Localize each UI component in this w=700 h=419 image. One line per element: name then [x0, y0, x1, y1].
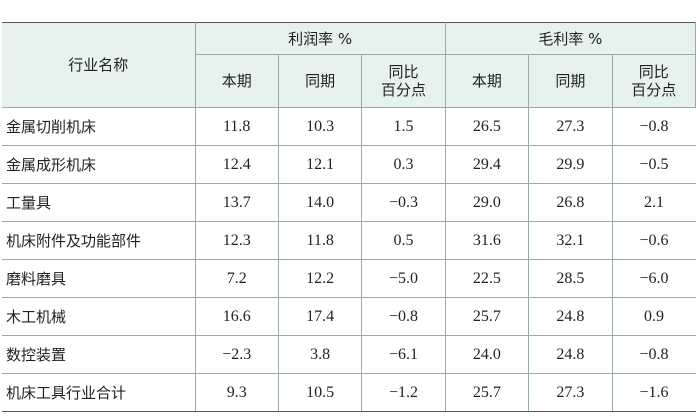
cell: 12.1 — [277, 145, 362, 184]
cell: 29.4 — [444, 145, 529, 184]
cell: 12.2 — [277, 259, 362, 298]
table-row: 木工机械 16.6 17.4 −0.8 25.7 24.8 0.9 — [2, 297, 696, 336]
cell: 27.3 — [528, 107, 613, 146]
subheader: 同期 — [528, 54, 613, 108]
subheader: 本期 — [195, 54, 279, 108]
cell: 31.6 — [444, 221, 529, 260]
table-row: 机床工具行业合计 9.3 10.5 −1.2 25.7 27.3 −1.6 — [2, 373, 696, 412]
row-label: 机床附件及功能部件 — [2, 221, 195, 260]
cell: −6.1 — [361, 335, 446, 374]
cell: 10.5 — [277, 373, 362, 412]
cell: 0.5 — [361, 221, 446, 260]
cell: −1.2 — [361, 373, 446, 412]
table-row: 金属成形机床 12.4 12.1 0.3 29.4 29.9 −0.5 — [2, 145, 696, 184]
row-label: 磨料磨具 — [2, 259, 195, 298]
cell: 3.8 — [277, 335, 362, 374]
cell: −6.0 — [611, 259, 696, 298]
cell: 32.1 — [528, 221, 613, 260]
header-name: 行业名称 — [2, 22, 196, 108]
header-group: 利润率 % — [194, 22, 446, 55]
table-row: 磨料磨具 7.2 12.2 −5.0 22.5 28.5 −6.0 — [2, 259, 696, 298]
cell: 25.7 — [444, 297, 529, 336]
cell: 27.3 — [528, 373, 613, 412]
cell: 29.0 — [444, 183, 529, 222]
cell: 10.3 — [277, 107, 362, 146]
table-row: 工量具 13.7 14.0 −0.3 29.0 26.8 2.1 — [2, 183, 696, 222]
cell: 11.8 — [194, 107, 279, 146]
table-container: 行业名称 利润率 % 毛利率 % 本期 同期 同比 百分点 本期 同期 同比 百分点 金属… — [2, 22, 697, 412]
cell: 7.2 — [194, 259, 279, 298]
cell: 12.3 — [194, 221, 279, 260]
table-row: 金属切削机床 11.8 10.3 1.5 26.5 27.3 −0.8 — [2, 107, 696, 146]
data-table: 行业名称 利润率 % 毛利率 % 本期 同期 同比 百分点 本期 同期 同比 百分点 金属… — [2, 22, 697, 412]
row-label: 金属切削机床 — [2, 107, 195, 146]
subheader: 同期 — [277, 54, 363, 108]
cell: −1.6 — [611, 373, 696, 412]
subheader: 本期 — [444, 54, 530, 108]
cell: −0.8 — [611, 107, 696, 146]
table-row: 机床附件及功能部件 12.3 11.8 0.5 31.6 32.1 −0.6 — [2, 221, 696, 260]
cell: 16.6 — [194, 297, 279, 336]
cell: −0.8 — [361, 297, 446, 336]
cell: 9.3 — [194, 373, 279, 412]
row-label: 机床工具行业合计 — [2, 373, 195, 412]
cell: 0.3 — [361, 145, 446, 184]
cell: 25.7 — [444, 373, 529, 412]
cell: 28.5 — [528, 259, 613, 298]
table-row: 数控装置 −2.3 3.8 −6.1 24.0 24.8 −0.8 — [2, 335, 696, 374]
cell: 17.4 — [277, 297, 362, 336]
cell: −0.3 — [361, 183, 446, 222]
cell: 14.0 — [277, 183, 362, 222]
row-label: 木工机械 — [2, 297, 195, 336]
cell: 22.5 — [444, 259, 529, 298]
row-label: 金属成形机床 — [2, 145, 195, 184]
cell: 11.8 — [277, 221, 362, 260]
cell: −0.5 — [611, 145, 696, 184]
subheader: 同比 百分点 — [361, 54, 446, 108]
cell: 2.1 — [611, 183, 696, 222]
cell: 1.5 — [361, 107, 446, 146]
cell: 26.5 — [444, 107, 529, 146]
cell: −0.6 — [611, 221, 696, 260]
cell: −5.0 — [361, 259, 446, 298]
cell: 29.9 — [528, 145, 613, 184]
cell: 13.7 — [194, 183, 279, 222]
cell: 26.8 — [528, 183, 613, 222]
header-group: 毛利率 % — [444, 22, 697, 55]
cell: −0.8 — [611, 335, 696, 374]
cell: 24.8 — [528, 335, 613, 374]
cell: 24.0 — [444, 335, 529, 374]
row-label: 数控装置 — [2, 335, 195, 374]
cell: 12.4 — [194, 145, 279, 184]
row-label: 工量具 — [2, 183, 195, 222]
cell: 0.9 — [611, 297, 696, 336]
cell: −2.3 — [194, 335, 279, 374]
cell: 24.8 — [528, 297, 613, 336]
subheader: 同比 百分点 — [611, 54, 697, 108]
